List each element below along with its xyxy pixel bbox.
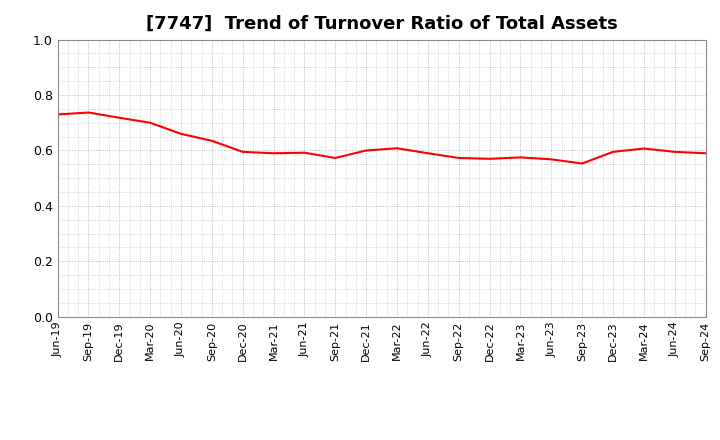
Title: [7747]  Trend of Turnover Ratio of Total Assets: [7747] Trend of Turnover Ratio of Total … xyxy=(145,15,618,33)
